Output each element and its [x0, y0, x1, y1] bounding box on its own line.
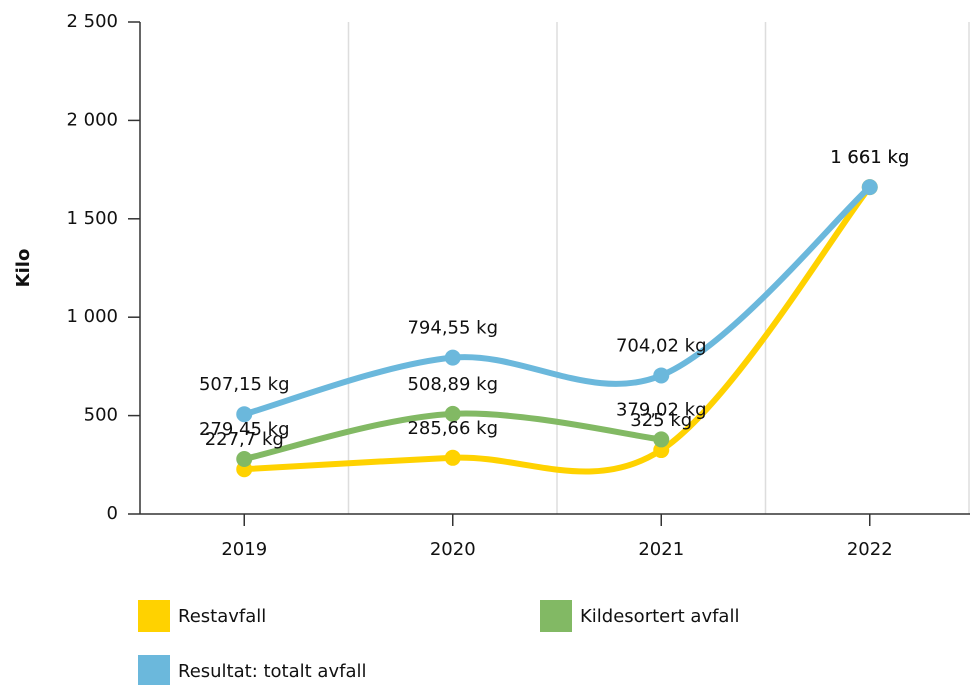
series-line — [241, 184, 873, 475]
y-tick-label: 1 500 — [66, 208, 118, 229]
data-point — [653, 431, 670, 448]
legend-label: Restavfall — [178, 606, 266, 627]
legend-swatch — [138, 655, 170, 685]
y-tick-label: 0 — [107, 503, 118, 524]
x-tick-label: 2020 — [430, 539, 476, 560]
x-tick-label: 2019 — [221, 539, 267, 560]
data-point — [444, 405, 461, 422]
y-tick-label: 1 000 — [66, 306, 118, 327]
data-point — [444, 349, 461, 366]
legend-swatch — [540, 600, 572, 632]
series-line — [241, 184, 873, 418]
data-label: 1 661 kg — [830, 147, 909, 168]
data-label: 794,55 kg — [407, 318, 498, 339]
data-label: 507,15 kg — [199, 374, 290, 395]
data-label: 285,66 kg — [407, 418, 498, 439]
legend-label: Resultat: totalt avfall — [178, 661, 366, 682]
y-axis-label: Kilo — [13, 249, 34, 288]
data-point — [236, 451, 253, 468]
y-tick-label: 2 000 — [66, 109, 118, 130]
data-label: 508,89 kg — [407, 374, 498, 395]
data-label: 379,02 kg — [616, 399, 707, 420]
legend-label: Kildesortert avfall — [580, 606, 739, 627]
y-tick-label: 2 500 — [66, 11, 118, 32]
data-label: 325 kg — [630, 410, 692, 431]
legend-swatch — [138, 600, 170, 632]
data-labels: 227,7 kg 285,66 kg 325 kg 1 661 kg 279,45 kg… — [199, 147, 909, 450]
data-point — [444, 449, 461, 466]
data-point — [653, 367, 670, 384]
data-label: 227,7 kg — [205, 429, 284, 450]
y-tick-label: 500 — [84, 405, 118, 426]
x-tick-label: 2022 — [847, 539, 893, 560]
data-label: 1 661 kg — [830, 147, 909, 168]
x-tick-label: 2021 — [638, 539, 684, 560]
data-point — [861, 179, 878, 196]
data-point — [236, 406, 253, 423]
data-label: 279,45 kg — [199, 419, 290, 440]
data-label: 704,02 kg — [616, 335, 707, 356]
